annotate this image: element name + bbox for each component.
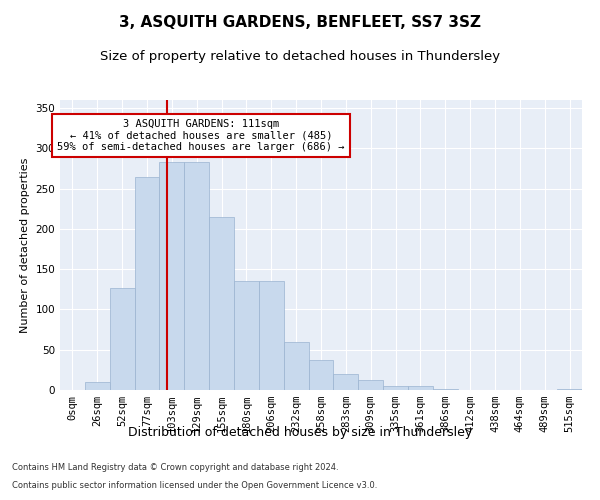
- Bar: [110, 288, 134, 390]
- Text: Contains public sector information licensed under the Open Government Licence v3: Contains public sector information licen…: [12, 481, 377, 490]
- Bar: [433, 389, 458, 390]
- Text: 3 ASQUITH GARDENS: 111sqm
← 41% of detached houses are smaller (485)
59% of semi: 3 ASQUITH GARDENS: 111sqm ← 41% of detac…: [57, 119, 344, 152]
- Bar: [557, 389, 582, 390]
- Bar: [334, 374, 358, 390]
- Text: 3, ASQUITH GARDENS, BENFLEET, SS7 3SZ: 3, ASQUITH GARDENS, BENFLEET, SS7 3SZ: [119, 15, 481, 30]
- Bar: [383, 386, 408, 390]
- Bar: [408, 386, 433, 390]
- Bar: [134, 176, 160, 390]
- Bar: [259, 281, 284, 390]
- Text: Distribution of detached houses by size in Thundersley: Distribution of detached houses by size …: [128, 426, 472, 439]
- Text: Contains HM Land Registry data © Crown copyright and database right 2024.: Contains HM Land Registry data © Crown c…: [12, 464, 338, 472]
- Bar: [184, 162, 209, 390]
- Bar: [308, 360, 334, 390]
- Bar: [209, 217, 234, 390]
- Bar: [284, 342, 308, 390]
- Bar: [234, 281, 259, 390]
- Text: Size of property relative to detached houses in Thundersley: Size of property relative to detached ho…: [100, 50, 500, 63]
- Bar: [160, 162, 184, 390]
- Bar: [358, 380, 383, 390]
- Bar: [85, 382, 110, 390]
- Y-axis label: Number of detached properties: Number of detached properties: [20, 158, 30, 332]
